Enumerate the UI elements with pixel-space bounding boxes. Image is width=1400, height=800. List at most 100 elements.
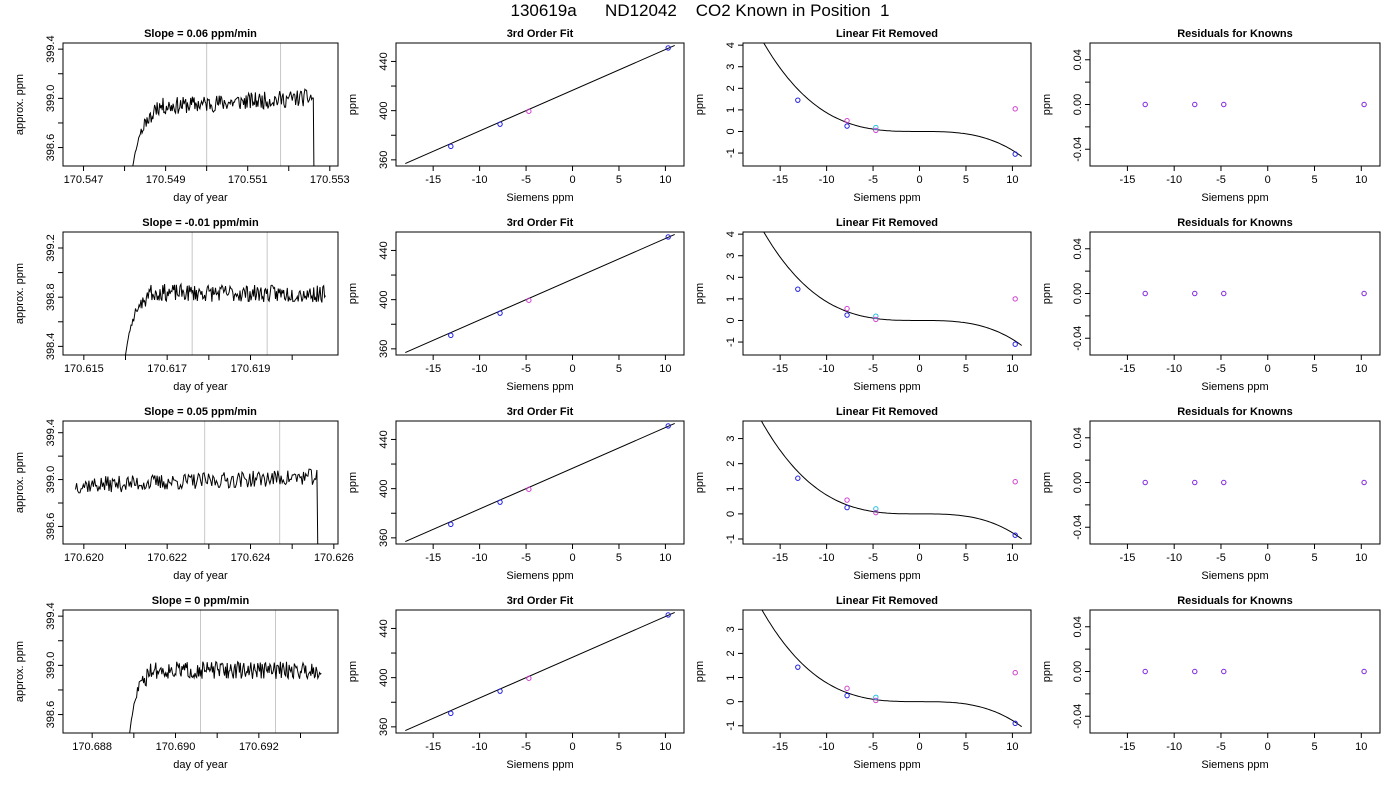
x-tick-label: -10 bbox=[472, 363, 488, 375]
x-tick-label: 170.688 bbox=[72, 741, 112, 753]
y-tick-label: 1 bbox=[725, 296, 737, 302]
plot-frame bbox=[742, 609, 1032, 734]
data-point bbox=[1142, 290, 1148, 297]
data-point bbox=[844, 123, 850, 129]
data-point bbox=[1012, 670, 1018, 676]
y-axis-label: ppm bbox=[347, 661, 359, 682]
y-tick-label: 400 bbox=[378, 290, 390, 308]
x-tick-label: -5 bbox=[1216, 552, 1226, 564]
x-tick-label: -10 bbox=[819, 741, 835, 753]
x-tick-label: 0 bbox=[569, 741, 575, 753]
data-point bbox=[844, 685, 850, 692]
x-tick-label: 170.553 bbox=[310, 174, 350, 186]
plot-area bbox=[75, 468, 319, 544]
x-tick-label: 170.692 bbox=[239, 741, 279, 753]
data-point bbox=[448, 710, 454, 717]
x-tick-label: -15 bbox=[425, 363, 441, 375]
x-axis-label: Siemens ppm bbox=[506, 381, 573, 393]
y-tick-label: 399.0 bbox=[45, 85, 57, 113]
plot-area bbox=[132, 88, 315, 166]
plot-frame bbox=[62, 231, 339, 356]
x-tick-label: -5 bbox=[1216, 174, 1226, 186]
data-point bbox=[665, 612, 671, 618]
panel-title: Linear Fit Removed bbox=[836, 28, 938, 40]
panel-title: Slope = 0.05 ppm/min bbox=[144, 406, 257, 418]
plot-frame bbox=[1089, 609, 1381, 734]
fit-line bbox=[405, 45, 675, 164]
y-tick-label: -0.04 bbox=[1072, 137, 1084, 162]
data-point bbox=[873, 697, 879, 704]
data-point bbox=[873, 124, 879, 131]
x-tick-label: 10 bbox=[659, 552, 671, 564]
data-point bbox=[1192, 479, 1198, 486]
x-tick-label: 170.551 bbox=[228, 174, 268, 186]
x-tick-label: 170.617 bbox=[147, 363, 187, 375]
y-tick-label: 399.0 bbox=[45, 652, 57, 680]
data-point bbox=[1012, 532, 1018, 538]
panel-3-4: Residuals for Knowns -15 -10 -5 0 5 10 -0.04 0.0… bbox=[1041, 406, 1381, 582]
plot-area bbox=[1142, 479, 1367, 486]
x-tick-label: -10 bbox=[819, 174, 835, 186]
x-tick-label: 170.622 bbox=[147, 552, 187, 564]
x-tick-label: 0 bbox=[916, 363, 922, 375]
y-axis-label: ppm bbox=[347, 94, 359, 115]
panel-4-1: Slope = 0 ppm/min 170.688 170.690 170.692 39… bbox=[14, 595, 339, 771]
y-axis-label: ppm bbox=[1041, 472, 1053, 493]
data-point bbox=[1192, 668, 1198, 675]
x-tick-label: 5 bbox=[616, 174, 622, 186]
x-tick-label: 10 bbox=[1006, 741, 1018, 753]
y-tick-label: 398.4 bbox=[45, 333, 57, 361]
x-axis-label: day of year bbox=[173, 381, 228, 393]
x-tick-label: -15 bbox=[772, 741, 788, 753]
x-tick-label: -5 bbox=[868, 741, 878, 753]
x-tick-label: -10 bbox=[1166, 363, 1182, 375]
panel-title: 3rd Order Fit bbox=[507, 406, 574, 418]
x-tick-label: -5 bbox=[521, 363, 531, 375]
x-tick-label: 10 bbox=[1355, 552, 1367, 564]
x-tick-label: 0 bbox=[569, 552, 575, 564]
y-tick-label: 0.04 bbox=[1072, 49, 1084, 70]
panel-title: Linear Fit Removed bbox=[836, 595, 938, 607]
x-tick-label: -15 bbox=[425, 552, 441, 564]
data-point bbox=[1221, 479, 1227, 486]
x-tick-label: 0 bbox=[1265, 363, 1271, 375]
data-point bbox=[526, 108, 532, 114]
fit-line bbox=[405, 423, 675, 542]
plot-frame bbox=[742, 231, 1032, 356]
data-point bbox=[873, 316, 879, 323]
panel-title: Residuals for Knowns bbox=[1177, 217, 1293, 229]
panel-title: 3rd Order Fit bbox=[507, 595, 574, 607]
data-point bbox=[526, 486, 532, 492]
x-tick-label: 170.620 bbox=[64, 552, 104, 564]
x-tick-label: 0 bbox=[916, 552, 922, 564]
y-axis-label: ppm bbox=[347, 472, 359, 493]
x-tick-label: 10 bbox=[659, 174, 671, 186]
y-tick-label: 360 bbox=[378, 151, 390, 169]
y-tick-label: 0 bbox=[725, 128, 737, 134]
y-tick-label: 0 bbox=[725, 511, 737, 517]
y-tick-label: 2 bbox=[725, 274, 737, 280]
x-tick-label: -15 bbox=[425, 741, 441, 753]
data-point bbox=[1012, 341, 1018, 347]
data-point bbox=[665, 45, 671, 51]
fit-curve bbox=[763, 232, 1022, 346]
panel-4-2: 3rd Order Fit -15 -10 -5 0 5 10 360 400 440 Siemen… bbox=[347, 595, 685, 771]
y-axis-label: ppm bbox=[347, 283, 359, 304]
x-tick-label: 5 bbox=[1311, 552, 1317, 564]
panel-title: Residuals for Knowns bbox=[1177, 28, 1293, 40]
data-point bbox=[844, 117, 850, 124]
data-point bbox=[1361, 290, 1367, 297]
x-tick-label: 0 bbox=[569, 174, 575, 186]
panel-title: Slope = -0.01 ppm/min bbox=[142, 217, 259, 229]
y-tick-label: -1 bbox=[725, 534, 737, 544]
panel-2-3: Linear Fit Removed-15 -10 -5 0 5 10-101234Sie… bbox=[694, 217, 1032, 393]
y-tick-label: 0.04 bbox=[1072, 427, 1084, 448]
data-point bbox=[873, 509, 879, 516]
panel-2-2: 3rd Order Fit -15 -10 -5 0 5 10 360 400 440 Siemen… bbox=[347, 217, 685, 393]
x-tick-label: -5 bbox=[868, 363, 878, 375]
data-point bbox=[844, 305, 850, 312]
x-axis-label: day of year bbox=[173, 192, 228, 204]
panel-title: 3rd Order Fit bbox=[507, 217, 574, 229]
y-axis-label: approx. ppm bbox=[14, 74, 26, 135]
